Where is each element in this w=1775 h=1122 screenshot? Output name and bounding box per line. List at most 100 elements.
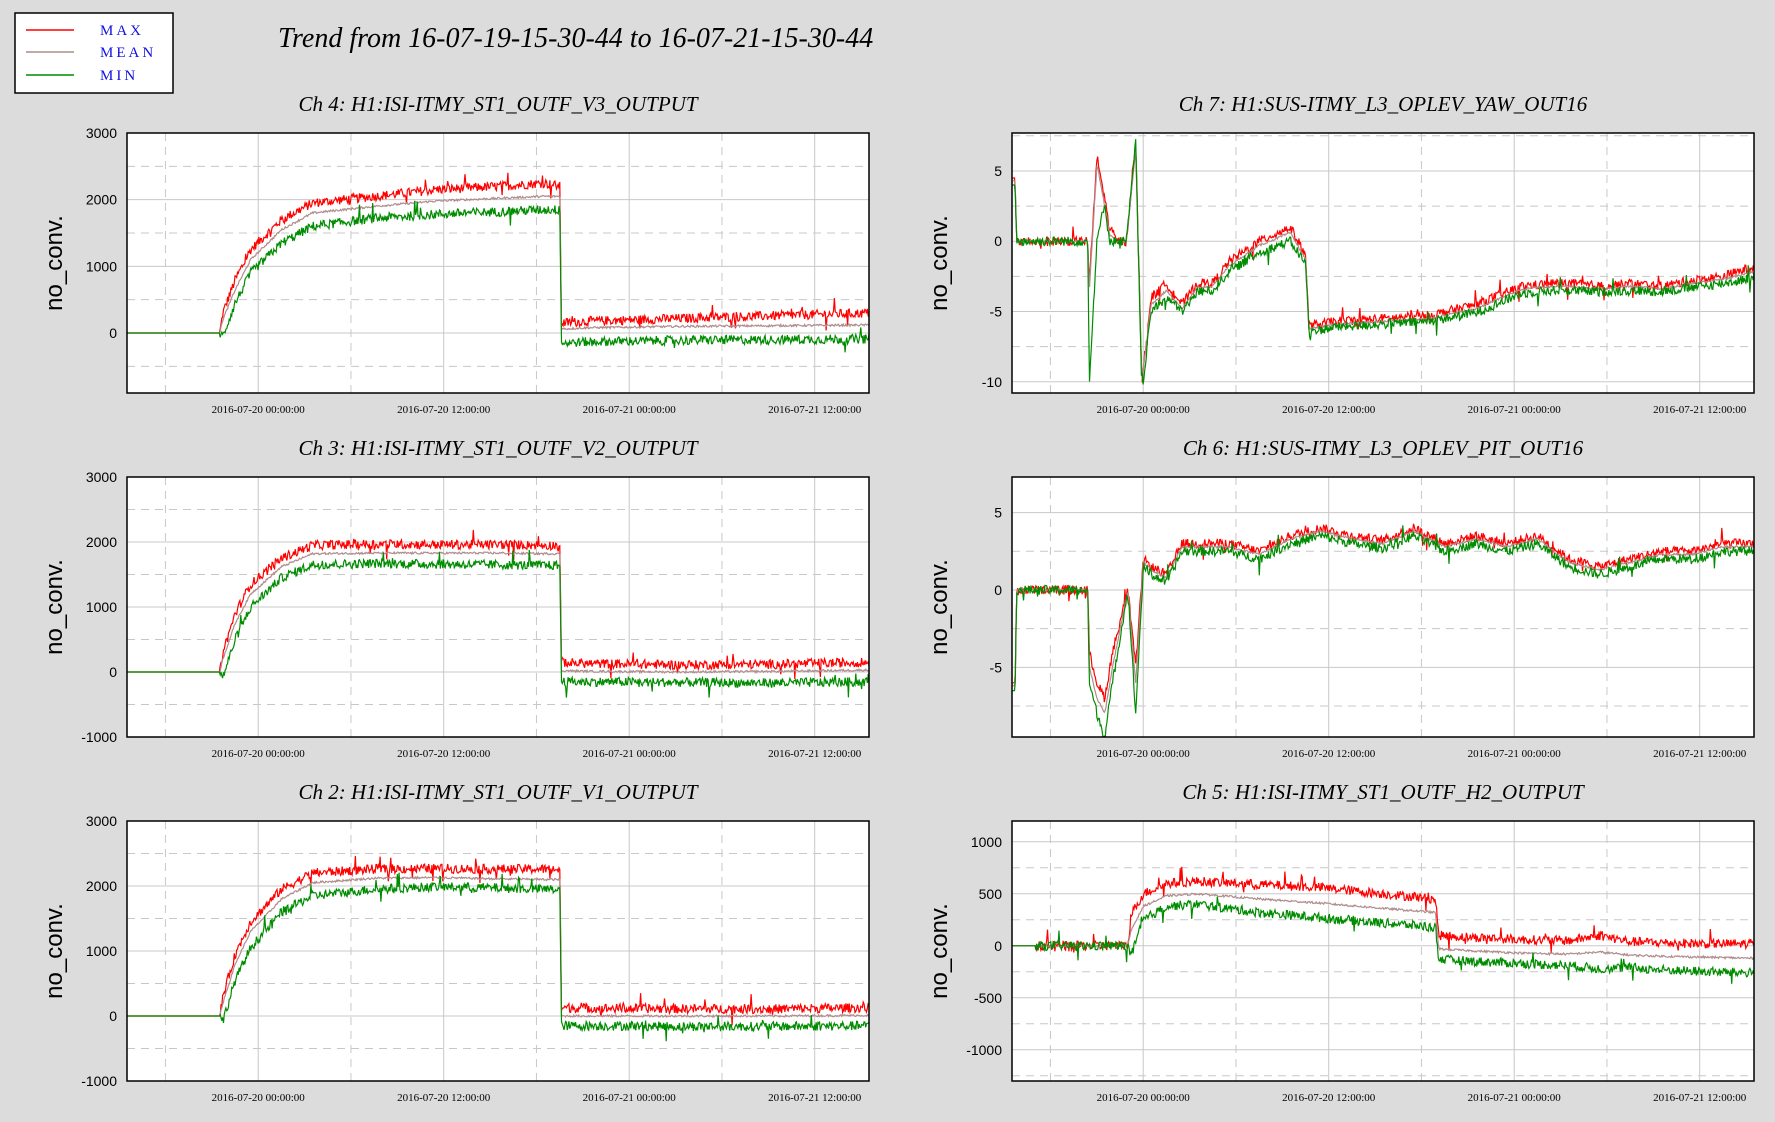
- y-tick-label: 2000: [86, 534, 117, 550]
- plot-area: [1012, 477, 1754, 737]
- y-tick-label: 0: [994, 938, 1002, 954]
- chart-panel-1: Ch 4: H1:ISI-ITMY_ST1_OUTF_V3_OUTPUT 3000…: [41, 92, 870, 416]
- plot-border: [1011, 820, 1755, 1082]
- x-tick-label: 2016-07-20 12:00:00: [1282, 404, 1376, 416]
- y-tick-label: 0: [109, 1008, 117, 1024]
- y-tick-label: 1000: [86, 599, 117, 615]
- x-tick-label: 2016-07-20 00:00:00: [1097, 748, 1191, 760]
- x-tick-label: 2016-07-21 00:00:00: [583, 1092, 677, 1104]
- series-line-mean: [127, 550, 869, 675]
- y-tick-label: -5: [990, 659, 1003, 675]
- chart-panel-4: Ch 7: H1:SUS-ITMY_L3_OPLEV_YAW_OUT16 5 0 -5…: [926, 92, 1755, 416]
- series-line-mean: [1012, 892, 1754, 961]
- x-tick-label: 2016-07-21 00:00:00: [1468, 404, 1562, 416]
- x-tick-label: 2016-07-20 00:00:00: [212, 404, 306, 416]
- panel-title: Ch 5: H1:ISI-ITMY_ST1_OUTF_H2_OUTPUT: [1182, 780, 1585, 804]
- y-tick-label: 0: [994, 233, 1002, 249]
- legend-label-mean: MEAN: [100, 45, 156, 61]
- chart-panel-5: Ch 6: H1:SUS-ITMY_L3_OPLEV_PIT_OUT16 5 0 -5…: [926, 436, 1755, 760]
- plot-border: [126, 132, 870, 394]
- x-tick-label: 2016-07-21 12:00:00: [1653, 748, 1747, 760]
- series-line-max: [1012, 866, 1754, 953]
- y-tick-label: 500: [979, 886, 1003, 902]
- x-tick-label: 2016-07-21 00:00:00: [1468, 1092, 1562, 1104]
- y-tick-label: -1000: [81, 729, 117, 745]
- series-line-max: [127, 172, 869, 334]
- y-axis-label: no_conv.: [41, 903, 68, 999]
- x-tick-label: 2016-07-20 00:00:00: [1097, 404, 1191, 416]
- legend-label-min: MIN: [100, 68, 138, 84]
- x-tick-label: 2016-07-20 12:00:00: [397, 748, 491, 760]
- y-tick-label: 5: [994, 505, 1002, 521]
- y-axis-label: no_conv.: [41, 215, 68, 311]
- series-line-mean: [127, 875, 869, 1019]
- figure-title: Trend from 16-07-19-15-30-44 to 16-07-21…: [278, 23, 873, 54]
- plot-border: [126, 476, 870, 738]
- x-tick-label: 2016-07-20 00:00:00: [212, 1092, 306, 1104]
- x-tick-label: 2016-07-20 12:00:00: [397, 404, 491, 416]
- y-tick-label: 0: [109, 325, 117, 341]
- x-tick-label: 2016-07-20 00:00:00: [1097, 1092, 1191, 1104]
- y-tick-label: 5: [994, 163, 1002, 179]
- plot-border: [1011, 476, 1755, 738]
- y-axis-label: no_conv.: [41, 559, 68, 655]
- series-line-min: [1012, 139, 1754, 385]
- x-tick-label: 2016-07-21 12:00:00: [1653, 404, 1747, 416]
- y-axis-label: no_conv.: [926, 903, 953, 999]
- legend-label-max: MAX: [100, 23, 144, 39]
- x-tick-label: 2016-07-21 12:00:00: [768, 748, 862, 760]
- panel-title: Ch 4: H1:ISI-ITMY_ST1_OUTF_V3_OUTPUT: [298, 92, 698, 116]
- plot-area: [127, 133, 869, 393]
- plot-area: [1012, 133, 1754, 393]
- y-tick-label: -500: [974, 990, 1002, 1006]
- y-tick-label: 0: [109, 664, 117, 680]
- series-line-mean: [127, 194, 869, 334]
- series-line-min: [1012, 525, 1754, 737]
- y-tick-label: -5: [990, 303, 1003, 319]
- y-tick-label: 2000: [86, 192, 117, 208]
- series-line-min: [1012, 896, 1754, 984]
- y-tick-label: 0: [994, 582, 1002, 598]
- x-tick-label: 2016-07-21 00:00:00: [583, 404, 677, 416]
- y-tick-label: 1000: [86, 258, 117, 274]
- x-tick-label: 2016-07-21 12:00:00: [768, 1092, 862, 1104]
- x-tick-label: 2016-07-21 00:00:00: [1468, 748, 1562, 760]
- y-axis-label: no_conv.: [926, 559, 953, 655]
- series-line-max: [1012, 523, 1754, 703]
- y-tick-label: -1000: [966, 1042, 1002, 1058]
- y-tick-label: 3000: [86, 125, 117, 141]
- series-line-min: [127, 200, 869, 353]
- series-line-min: [127, 872, 869, 1042]
- x-tick-label: 2016-07-21 12:00:00: [768, 404, 862, 416]
- plot-border: [126, 820, 870, 1082]
- x-tick-label: 2016-07-20 12:00:00: [1282, 1092, 1376, 1104]
- panel-title: Ch 3: H1:ISI-ITMY_ST1_OUTF_V2_OUTPUT: [298, 436, 698, 460]
- x-tick-label: 2016-07-20 12:00:00: [397, 1092, 491, 1104]
- y-tick-label: 3000: [86, 469, 117, 485]
- series-line-mean: [1012, 528, 1754, 714]
- chart-panel-3: Ch 2: H1:ISI-ITMY_ST1_OUTF_V1_OUTPUT 3000…: [41, 780, 870, 1104]
- plot-area: [1012, 821, 1754, 1081]
- panel-title: Ch 2: H1:ISI-ITMY_ST1_OUTF_V1_OUTPUT: [298, 780, 698, 804]
- plot-border: [1011, 132, 1755, 394]
- legend: MAX MEAN MIN: [14, 12, 174, 94]
- y-tick-label: 1000: [971, 834, 1002, 850]
- y-tick-label: 3000: [86, 813, 117, 829]
- chart-panel-6: Ch 5: H1:ISI-ITMY_ST1_OUTF_H2_OUTPUT 1000…: [926, 780, 1755, 1104]
- y-axis-label: no_conv.: [926, 215, 953, 311]
- series-line-max: [127, 529, 869, 680]
- chart-panel-2: Ch 3: H1:ISI-ITMY_ST1_OUTF_V2_OUTPUT 3000…: [41, 436, 870, 760]
- panel-title: Ch 6: H1:SUS-ITMY_L3_OPLEV_PIT_OUT16: [1183, 436, 1584, 460]
- y-tick-label: -1000: [81, 1073, 117, 1089]
- legend-box: [14, 12, 174, 94]
- series-line-max: [127, 855, 869, 1026]
- x-tick-label: 2016-07-21 12:00:00: [1653, 1092, 1747, 1104]
- x-tick-label: 2016-07-20 12:00:00: [1282, 748, 1376, 760]
- y-tick-label: -10: [982, 374, 1002, 390]
- x-tick-label: 2016-07-21 00:00:00: [583, 748, 677, 760]
- panel-title: Ch 7: H1:SUS-ITMY_L3_OPLEV_YAW_OUT16: [1179, 92, 1588, 116]
- y-tick-label: 2000: [86, 878, 117, 894]
- x-tick-label: 2016-07-20 00:00:00: [212, 748, 306, 760]
- panels: Ch 4: H1:ISI-ITMY_ST1_OUTF_V3_OUTPUT 3000…: [41, 92, 1755, 1104]
